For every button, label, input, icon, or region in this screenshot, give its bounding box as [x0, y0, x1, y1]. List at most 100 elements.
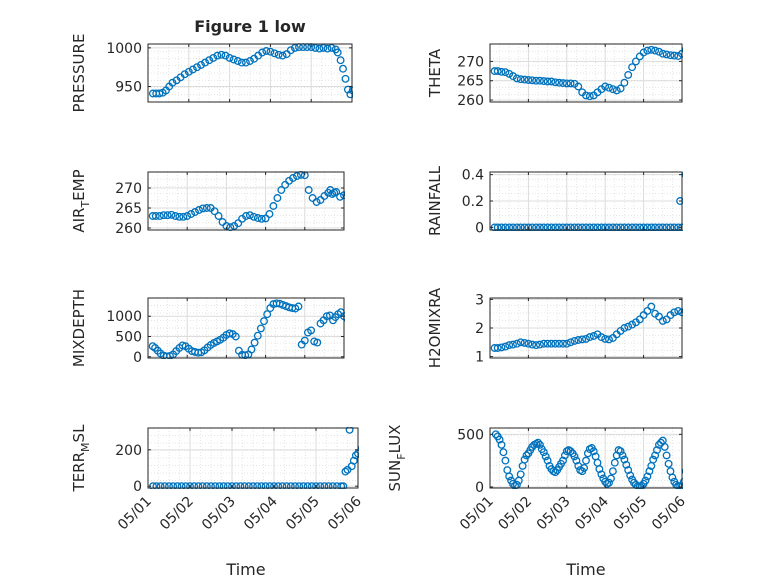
data-point — [624, 70, 633, 79]
data-point — [221, 51, 230, 60]
data-point — [589, 447, 598, 456]
y-axis-label: MIXDEPTH — [70, 289, 88, 367]
y-tick-label: 270 — [457, 54, 484, 70]
data-point — [319, 43, 328, 52]
data-point — [186, 482, 194, 489]
data-point — [647, 223, 656, 231]
data-point — [555, 339, 564, 348]
data-point — [345, 427, 354, 434]
data-point — [171, 212, 180, 220]
data-point — [647, 45, 656, 54]
data-series — [148, 171, 345, 231]
data-point — [290, 43, 299, 52]
data-point — [357, 97, 364, 104]
data-point — [555, 223, 564, 231]
data-point — [327, 43, 336, 52]
data-point — [250, 338, 259, 347]
data-point — [184, 67, 193, 76]
data-point — [645, 467, 654, 476]
data-point — [242, 212, 250, 220]
data-point — [679, 477, 683, 486]
y-tick-label: 0 — [133, 350, 142, 366]
data-point — [658, 49, 667, 58]
data-point — [501, 456, 510, 465]
data-point — [223, 482, 232, 489]
y-axis-label: TERRMSL — [70, 424, 92, 493]
data-point — [639, 48, 648, 57]
data-point — [260, 317, 268, 326]
data-point — [188, 65, 197, 74]
x-tick-label: 05/01 — [457, 494, 497, 534]
data-point — [539, 223, 548, 231]
data-point — [286, 46, 295, 55]
data-point — [316, 482, 325, 489]
data-point — [497, 343, 506, 352]
data-point — [597, 333, 606, 342]
data-point — [539, 448, 548, 457]
data-point — [155, 212, 164, 220]
data-point — [528, 76, 537, 85]
data-point — [641, 476, 650, 485]
data-point — [610, 458, 619, 467]
x-tick-label: 05/06 — [325, 493, 365, 533]
data-point — [631, 223, 640, 231]
data-point — [323, 44, 332, 53]
data-series — [490, 171, 693, 231]
data-point — [320, 482, 329, 489]
data-point — [265, 210, 274, 218]
data-point — [209, 53, 218, 62]
data-point — [585, 92, 594, 101]
data-point — [639, 223, 648, 231]
data-point — [520, 223, 529, 231]
y-axis-label: THETA — [426, 48, 444, 98]
y-axis-label-part: EMP — [70, 169, 88, 200]
data-point — [205, 56, 214, 65]
y-tick-label: 950 — [115, 80, 142, 96]
data-point — [505, 341, 514, 350]
data-point — [589, 223, 598, 231]
data-point — [308, 194, 317, 202]
data-point — [601, 334, 610, 343]
data-point — [532, 223, 541, 231]
data-series — [490, 43, 693, 101]
data-point — [570, 452, 579, 461]
data-point — [593, 458, 602, 467]
y-axis-label-subscript: M — [79, 442, 92, 452]
data-point — [686, 43, 693, 50]
data-point — [295, 482, 304, 489]
subplot-8: 0 500 SUNFLUX 05/0105/0205/0305/0405/0505/0… — [386, 425, 692, 579]
data-point — [177, 482, 186, 489]
data-point — [169, 482, 178, 489]
data-point — [181, 482, 190, 489]
y-axis-label: PRESSURE — [70, 34, 88, 113]
data-point — [532, 341, 541, 350]
data-point — [668, 473, 677, 482]
data-point — [307, 326, 316, 335]
subplot-5: 0 500 1000 MIXDEPTH — [70, 289, 345, 367]
data-point — [336, 192, 345, 201]
data-series — [149, 427, 359, 489]
data-point — [662, 223, 671, 231]
data-point — [493, 223, 502, 231]
data-point — [495, 435, 504, 444]
data-point — [193, 63, 201, 72]
data-point — [249, 482, 257, 489]
data-point — [509, 340, 517, 349]
data-point — [156, 482, 165, 489]
data-point — [605, 83, 613, 92]
data-point — [316, 196, 325, 204]
data-point — [608, 334, 617, 342]
data-point — [201, 58, 210, 67]
data-point — [282, 50, 291, 59]
y-axis-label: RAINFALL — [426, 165, 444, 236]
data-point — [651, 223, 660, 231]
data-point — [547, 77, 556, 86]
data-point — [686, 224, 693, 231]
data-point — [685, 457, 692, 464]
axes-frame — [147, 297, 345, 359]
data-point — [539, 77, 548, 86]
data-point — [616, 84, 625, 93]
x-tick-label: 05/04 — [241, 493, 281, 533]
data-point — [595, 465, 604, 474]
data-point — [612, 451, 621, 460]
